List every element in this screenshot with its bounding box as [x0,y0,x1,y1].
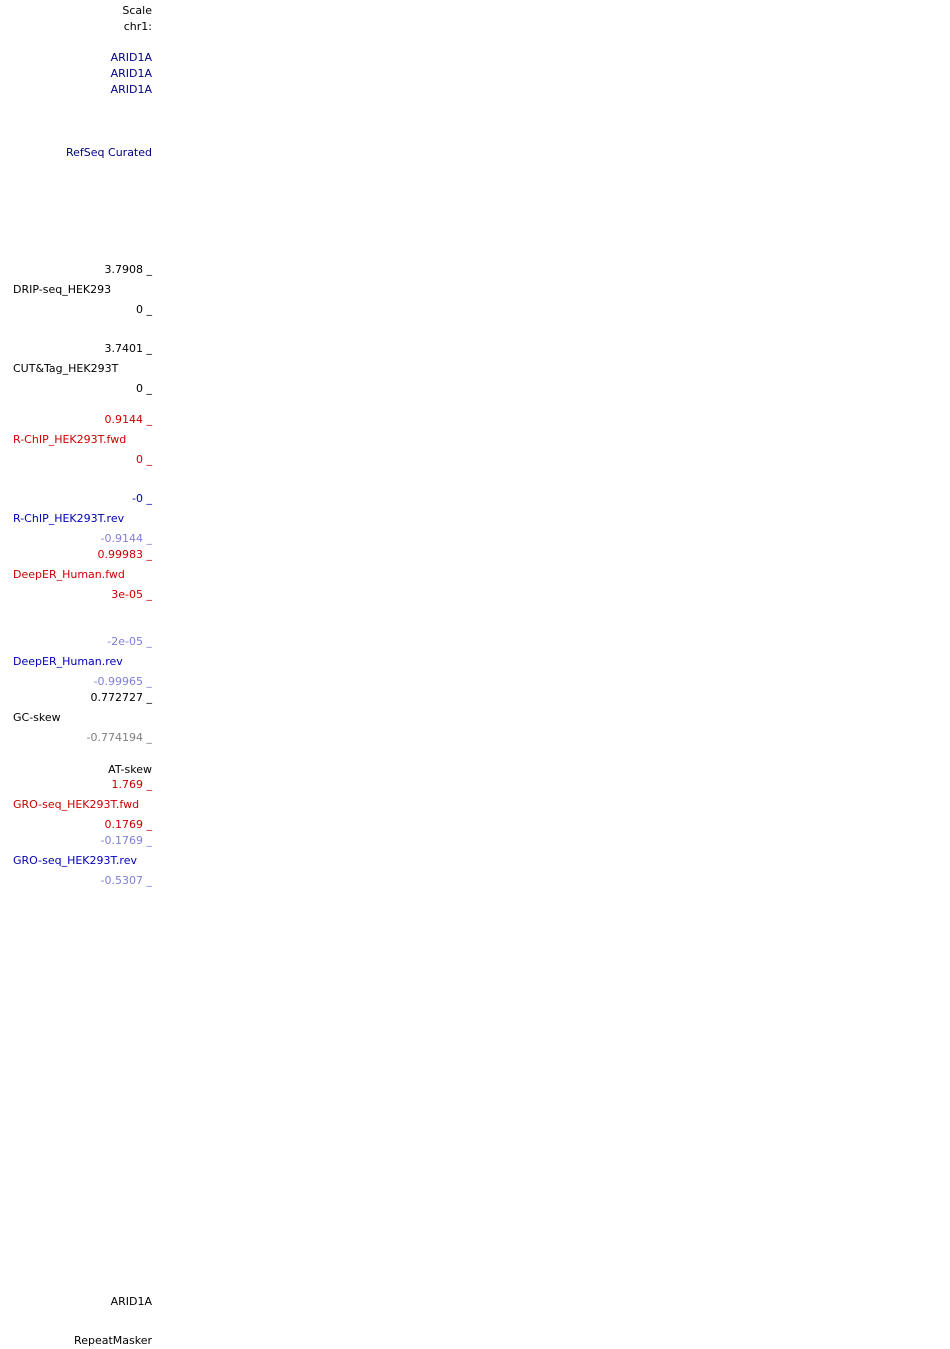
gro-fwd-track-label[interactable]: GRO-seq_HEK293T.fwd [13,798,140,811]
gro-rev-max-value: -0.1769 _ [100,834,152,847]
drip-seq-max-value: 3.7908 _ [104,263,153,276]
rchip-rev-track-label[interactable]: R-ChIP_HEK293T.rev [13,512,125,525]
rchip-rev-min-value: -0.9144 _ [100,532,152,545]
cut-tag-min-value: 0 _ [136,382,152,395]
cut-tag-track-label[interactable]: CUT&Tag_HEK293T [13,362,119,375]
drip-seq-track-label[interactable]: DRIP-seq_HEK293 [13,283,112,296]
rchip-fwd-max-value: 0.9144 _ [104,413,153,426]
refseq-curated-track-label[interactable]: RefSeq Curated [66,146,152,159]
deeper-rev-track-label[interactable]: DeepER_Human.rev [13,655,123,668]
deeper-rev-min-value: -0.99965 _ [93,675,152,688]
rchip-fwd-track-label[interactable]: R-ChIP_HEK293T.fwd [13,433,127,446]
gc-skew-track-label[interactable]: GC-skew [13,711,61,724]
scale-label: Scale [122,4,152,17]
at-skew-track-label[interactable]: AT-skew [108,763,152,776]
gro-rev-track-label[interactable]: GRO-seq_HEK293T.rev [13,854,137,867]
deeper-fwd-min-value: 3e-05 _ [111,588,152,601]
gene-label-arid1a-bottom[interactable]: ARID1A [110,1295,152,1308]
gc-skew-min-value: -0.774194 _ [86,731,152,744]
track-data-area[interactable] [160,0,950,1349]
gc-skew-max-value: 0.772727 _ [90,691,152,704]
rchip-fwd-min-value: 0 _ [136,453,152,466]
track-label-panel: Scale chr1: ARID1A ARID1A ARID1A RefSeq … [0,0,160,1349]
repeatmasker-track-label[interactable]: RepeatMasker [74,1334,152,1347]
gro-rev-min-value: -0.5307 _ [100,874,152,887]
deeper-rev-max-value: -2e-05 _ [107,635,152,648]
gene-label-arid1a-2[interactable]: ARID1A [110,67,152,80]
gene-label-arid1a-3[interactable]: ARID1A [110,83,152,96]
deeper-fwd-track-label[interactable]: DeepER_Human.fwd [13,568,125,581]
chrom-label: chr1: [123,20,152,33]
cut-tag-max-value: 3.7401 _ [104,342,153,355]
rchip-rev-max-value: -0 _ [132,492,152,505]
deeper-fwd-max-value: 0.99983 _ [97,548,152,561]
gene-label-arid1a-1[interactable]: ARID1A [110,51,152,64]
gro-fwd-min-value: 0.1769 _ [104,818,153,831]
drip-seq-min-value: 0 _ [136,303,152,316]
gro-fwd-max-value: 1.769 _ [111,778,153,791]
